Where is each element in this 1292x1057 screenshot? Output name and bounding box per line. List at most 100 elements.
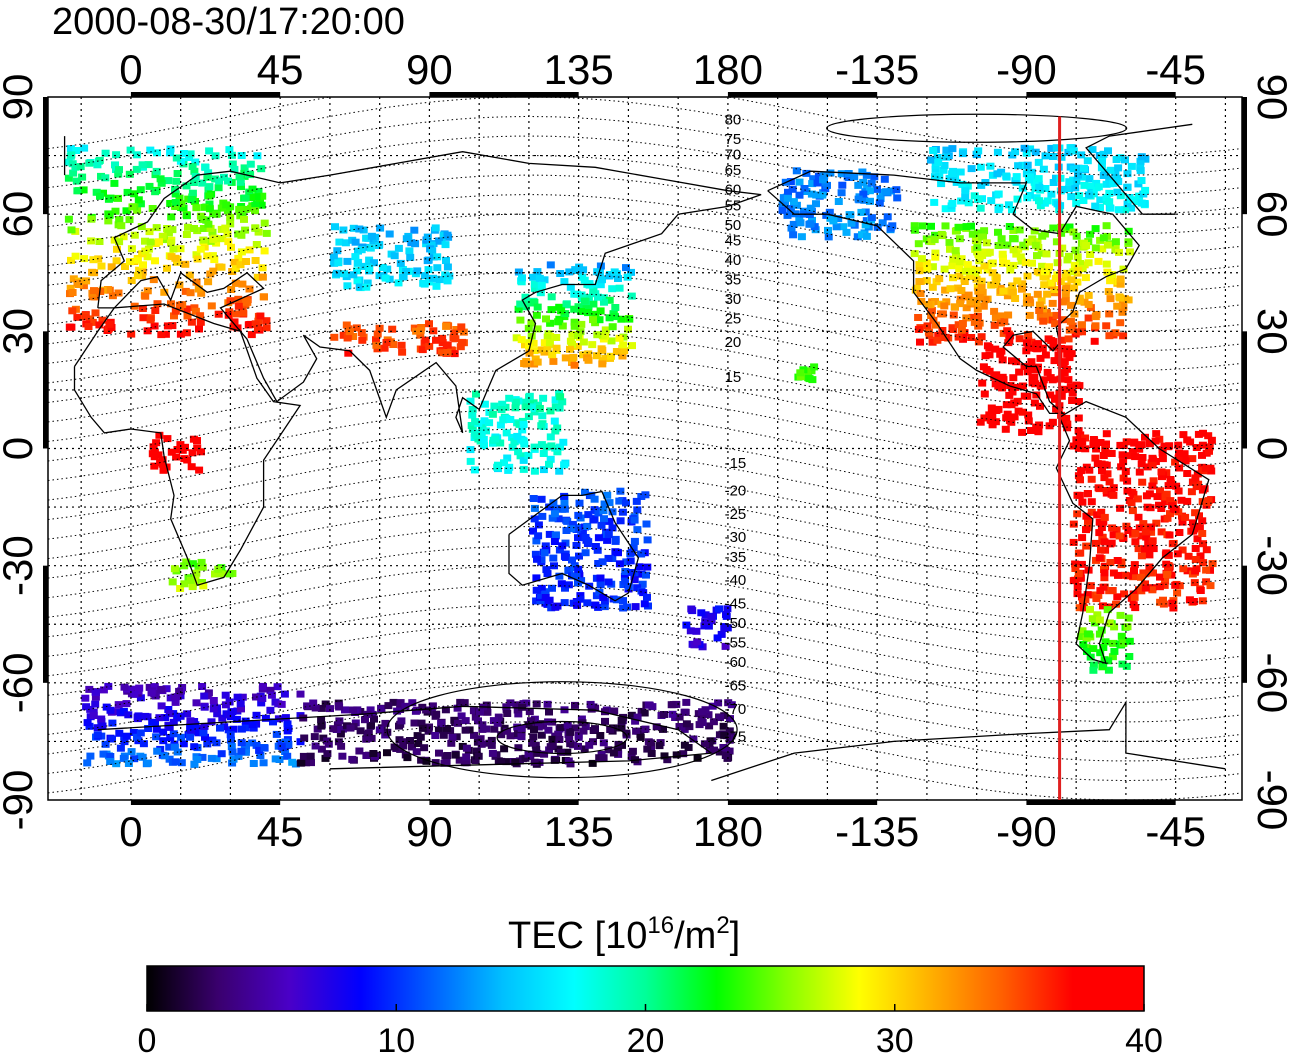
tec-cell [209,705,218,713]
tec-cell [438,339,447,347]
tec-cell [615,284,624,292]
tec-cell [1106,295,1115,303]
tec-cell [1048,316,1057,324]
tec-cell [172,453,181,461]
tec-cell [456,698,465,706]
tec-cell [1061,385,1069,393]
tec-cell [1069,442,1078,450]
magnetic-latitude-label: 75 [725,131,742,148]
tec-cell [1131,453,1140,461]
tec-cell [421,336,430,344]
tec-cell [149,443,158,451]
tec-cell [200,203,209,211]
tec-cell [79,186,88,194]
magnetic-contour [48,350,1242,430]
tec-cell [352,324,361,332]
tec-cell [1074,472,1083,480]
tec-cell [1164,482,1173,490]
tec-cell [1008,206,1016,214]
tec-cell [357,329,366,337]
tec-cell [466,457,475,465]
tec-cell [537,556,546,564]
tec-cell [217,204,226,212]
tec-cell [543,333,552,341]
tec-cell [578,529,587,537]
tec-cell [719,744,728,751]
tec-cell [540,276,549,284]
tec-cell [238,693,247,701]
tec-cell [346,724,355,732]
tec-cell [208,252,217,260]
tec-cell [577,308,585,315]
tec-cell [917,297,926,305]
tec-cell [549,357,558,365]
tec-cell [958,320,967,327]
tec-cell [343,257,352,265]
tec-cell [532,537,541,545]
tec-cell [882,188,891,196]
tec-cell [182,305,191,313]
tec-cell [1168,502,1177,510]
tec-cell [1017,257,1026,265]
tec-cell [792,201,801,209]
tec-cell [1109,179,1118,187]
tec-cell [1062,269,1071,277]
tec-cell [608,508,617,516]
tec-cell [1196,587,1205,594]
tec-cell [586,700,595,708]
y-tick-label-left: -30 [0,535,41,596]
tec-cell [973,229,982,237]
tec-cell [559,438,568,446]
tec-cell [1096,204,1104,211]
tec-cell [71,163,80,171]
tec-cell [521,754,530,762]
tec-cell [533,303,542,311]
tec-cell [406,737,414,744]
tec-cell [183,312,192,320]
tec-cell [161,714,170,721]
tec-cell [968,230,977,238]
tec-cell [138,753,147,761]
tec-cell [1025,238,1034,246]
tec-cell [633,584,642,592]
tec-cell [119,754,128,762]
tec-cell [726,715,734,723]
tec-cell [1019,241,1028,249]
tec-cell [581,488,589,496]
tec-cell [167,239,175,247]
tec-cell [1038,382,1047,390]
tec-cell [571,724,580,732]
tec-cell [546,407,555,415]
tec-cell [1019,408,1027,416]
tec-cell [443,277,452,285]
tec-cell [547,604,556,612]
tec-cell [970,318,979,326]
tec-cell [1009,374,1018,382]
tec-cell [214,565,223,573]
tec-cell [632,497,641,505]
tec-cell [237,747,246,755]
tec-cell [1086,182,1094,190]
tec-cell [1081,445,1090,453]
magnetic-contour [48,174,1242,254]
tec-cell [1116,319,1125,327]
tec-cell [431,224,440,232]
tec-cell [317,716,326,724]
tec-cell [1095,616,1104,624]
tec-cell [204,169,213,177]
tec-cell [608,323,617,331]
tec-cell [1003,327,1012,335]
tec-cell [164,177,173,185]
tec-cell [349,224,358,232]
tec-cell [1161,498,1170,506]
tec-cell [82,277,91,285]
tec-cell [234,752,243,760]
tec-cell [351,253,360,261]
tec-cell [693,754,702,762]
tec-cell [288,758,297,766]
tec-cell [138,161,147,169]
y-tick-label-right: -60 [1249,652,1292,713]
tec-cell [519,700,528,708]
tec-cell [273,683,282,691]
tec-cell [1069,228,1078,236]
